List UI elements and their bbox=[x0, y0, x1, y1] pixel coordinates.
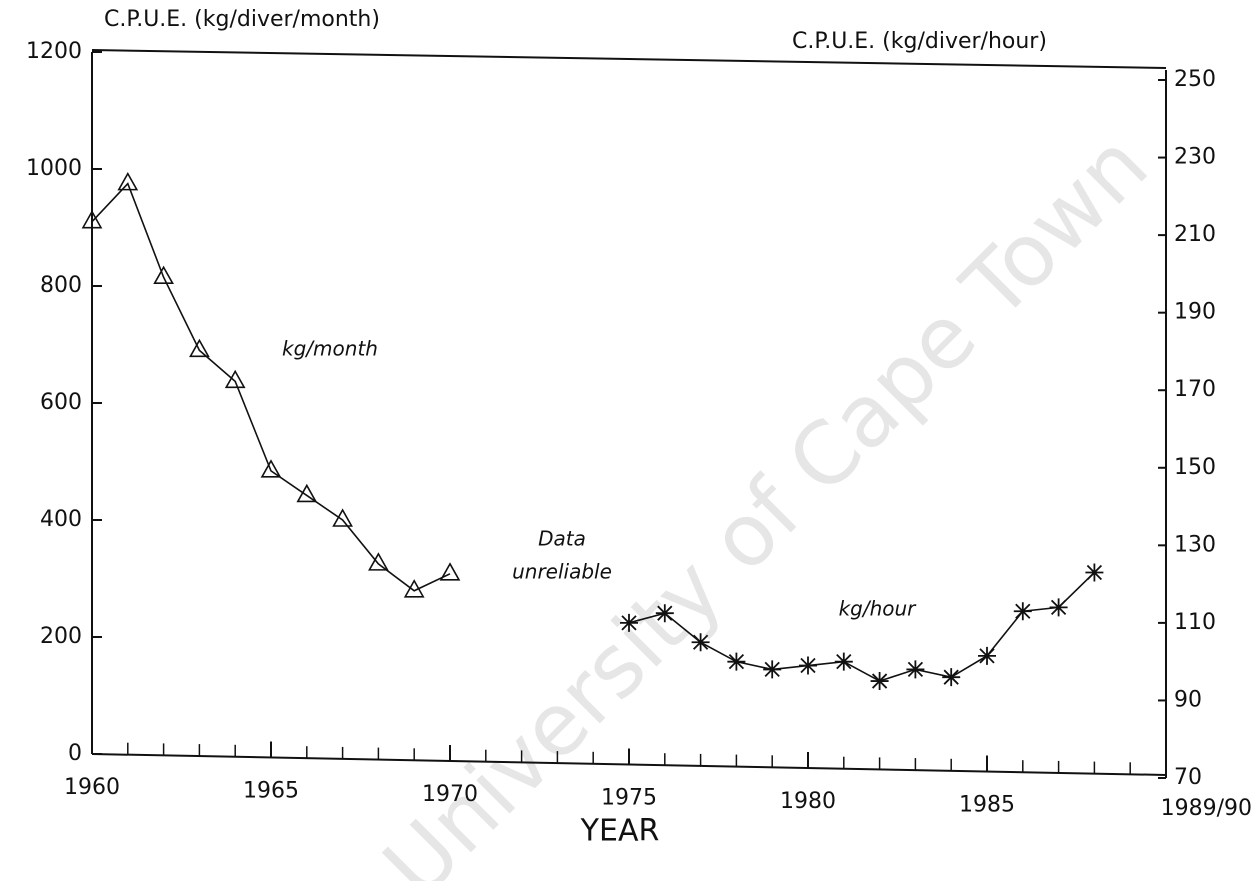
x-tick-label: 1975 bbox=[601, 786, 657, 811]
series-line bbox=[91, 182, 451, 592]
marker-asterisk bbox=[870, 672, 889, 691]
marker-asterisk bbox=[1013, 602, 1032, 621]
y-axis-title: C.P.U.E. (kg/diver/month) bbox=[104, 7, 380, 32]
x-tick-label: 1970 bbox=[422, 782, 478, 807]
annotation: Data bbox=[538, 527, 586, 551]
marker-asterisk bbox=[655, 604, 674, 623]
marker-asterisk bbox=[906, 660, 925, 679]
y-tick-label: 400 bbox=[40, 507, 82, 532]
marker-triangle bbox=[260, 459, 282, 478]
marker-triangle bbox=[439, 562, 461, 581]
y2-tick-label: 250 bbox=[1174, 67, 1216, 92]
x-axis-title: YEAR bbox=[580, 814, 660, 849]
marker-triangle bbox=[189, 338, 210, 358]
marker-triangle bbox=[117, 171, 139, 191]
y-tick-label: 0 bbox=[68, 741, 82, 766]
y2-tick-label: 230 bbox=[1174, 145, 1216, 170]
series-label: kg/month bbox=[282, 337, 378, 361]
marker-asterisk bbox=[763, 660, 782, 679]
marker-asterisk bbox=[834, 652, 853, 671]
marker-asterisk bbox=[1085, 563, 1104, 582]
marker-asterisk bbox=[799, 656, 817, 675]
y-tick-label: 1000 bbox=[26, 156, 82, 181]
y2-axis-title: C.P.U.E. (kg/diver/hour) bbox=[792, 29, 1047, 54]
x-tick-label: 1985 bbox=[959, 793, 1015, 818]
marker-triangle bbox=[332, 508, 353, 527]
frame-top bbox=[91, 49, 1167, 69]
y2-tick-label: 150 bbox=[1174, 455, 1216, 480]
x-tick-label: 1989/90 bbox=[1161, 796, 1252, 821]
watermark: University of Cape Town bbox=[365, 115, 1167, 881]
y2-tick-label: 170 bbox=[1174, 377, 1216, 402]
marker-asterisk bbox=[1049, 598, 1068, 617]
x-tick-label: 1965 bbox=[243, 779, 299, 804]
series-label: kg/hour bbox=[839, 597, 918, 621]
marker-asterisk bbox=[727, 652, 746, 671]
annotation: unreliable bbox=[512, 560, 612, 584]
marker-triangle bbox=[153, 265, 174, 285]
marker-triangle bbox=[224, 369, 246, 389]
marker-triangle bbox=[81, 210, 103, 229]
marker-asterisk bbox=[620, 613, 638, 632]
marker-triangle bbox=[296, 483, 318, 503]
marker-triangle bbox=[403, 579, 425, 598]
marker-asterisk bbox=[691, 633, 710, 652]
marker-asterisk bbox=[942, 668, 961, 687]
marker-asterisk bbox=[978, 646, 996, 665]
series-line bbox=[628, 571, 1095, 682]
x-tick-label: 1980 bbox=[780, 789, 836, 814]
y2-tick-label: 70 bbox=[1174, 765, 1202, 790]
y2-tick-label: 130 bbox=[1174, 532, 1216, 557]
y-tick-label: 800 bbox=[40, 273, 82, 298]
y-tick-label: 200 bbox=[40, 624, 82, 649]
y2-tick-label: 90 bbox=[1174, 687, 1202, 712]
y-tick-label: 600 bbox=[40, 390, 82, 415]
y2-tick-label: 190 bbox=[1174, 300, 1216, 325]
y2-tick-label: 210 bbox=[1174, 222, 1216, 247]
y2-tick-label: 110 bbox=[1174, 610, 1216, 635]
marker-triangle bbox=[368, 552, 389, 571]
y-tick-label: 1200 bbox=[26, 39, 82, 64]
x-tick-label: 1960 bbox=[64, 775, 120, 800]
